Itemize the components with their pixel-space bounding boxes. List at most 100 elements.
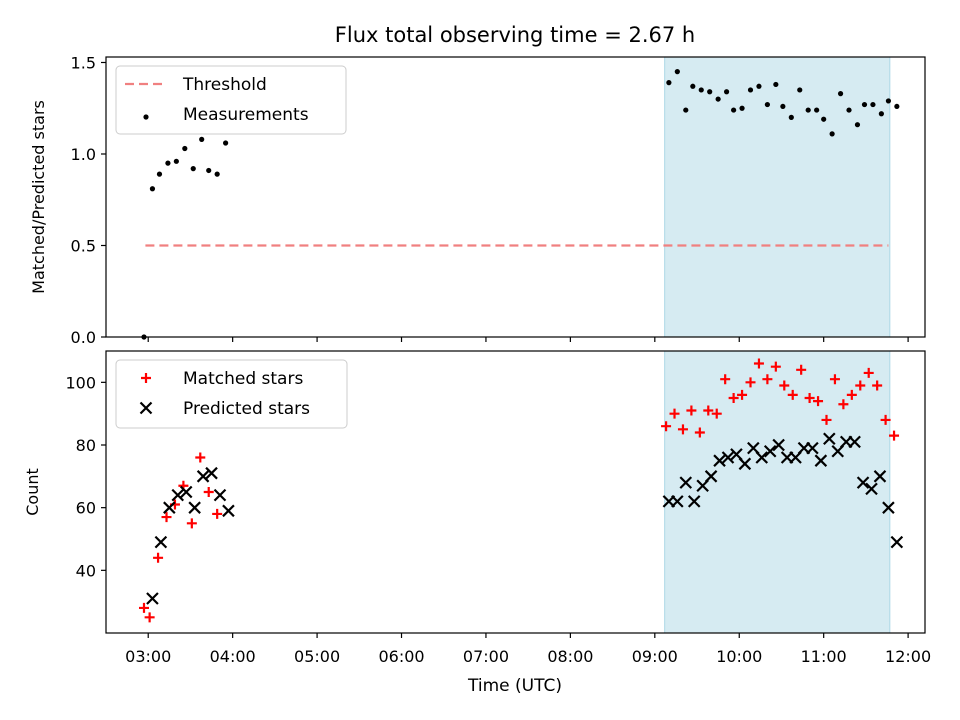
predicted-point bbox=[163, 501, 176, 514]
measurement-point bbox=[683, 107, 689, 113]
matched-point bbox=[195, 452, 206, 463]
measurement-point bbox=[780, 103, 786, 110]
measurement-point bbox=[764, 101, 770, 108]
y-tick-label: 0.5 bbox=[71, 236, 96, 255]
legend-label: Measurements bbox=[183, 105, 309, 125]
legend-box bbox=[115, 65, 347, 135]
measurement-point bbox=[214, 171, 220, 177]
measurement-point bbox=[829, 131, 835, 137]
matched-point bbox=[829, 374, 840, 385]
highlight-span bbox=[664, 56, 891, 338]
predicted-point bbox=[856, 476, 870, 489]
measurement-point bbox=[149, 186, 156, 192]
measurement-point bbox=[723, 89, 730, 95]
measurement-point bbox=[190, 166, 196, 172]
predicted-point bbox=[848, 435, 861, 449]
legend-predicted-swatch bbox=[139, 401, 153, 415]
y-tick-label: 0.0 bbox=[71, 328, 96, 347]
predicted-point bbox=[154, 535, 168, 549]
matched-point bbox=[872, 380, 883, 391]
matched-point bbox=[804, 393, 815, 403]
predicted-point bbox=[823, 432, 836, 446]
measurement-point bbox=[223, 140, 229, 146]
measurement-point bbox=[837, 91, 844, 97]
measurement-point bbox=[698, 87, 704, 93]
x-tick-label: 07:00 bbox=[463, 647, 509, 666]
predicted-point bbox=[188, 501, 201, 514]
measurement-point bbox=[156, 171, 163, 177]
matched-point bbox=[212, 508, 223, 519]
legend-label: Threshold bbox=[182, 75, 267, 95]
measurement-point bbox=[715, 96, 721, 102]
matched-point bbox=[770, 361, 781, 372]
y-tick-label: 100 bbox=[65, 373, 96, 392]
measurement-point bbox=[199, 136, 205, 142]
matched-point bbox=[737, 389, 748, 400]
matched-point bbox=[863, 367, 874, 378]
measurement-point bbox=[747, 87, 754, 93]
predicted-point bbox=[713, 454, 726, 467]
predicted-point bbox=[873, 470, 887, 483]
predicted-point bbox=[890, 535, 904, 549]
predicted-point bbox=[222, 504, 235, 518]
matched-point bbox=[762, 374, 773, 385]
matched-point bbox=[161, 512, 172, 523]
measurement-point bbox=[805, 107, 811, 113]
bottom-panel: 40 60 80 100 Count 03:00 04:00 05:00 06:00 07:00 0… bbox=[23, 350, 931, 666]
predicted-point bbox=[171, 488, 185, 502]
measurement-point bbox=[788, 114, 794, 120]
predicted-point bbox=[865, 482, 878, 496]
y-axis-label: Matched/Predicted stars bbox=[29, 100, 48, 294]
matched-point bbox=[186, 518, 197, 529]
plot-frame bbox=[105, 350, 926, 634]
predicted-point bbox=[772, 438, 785, 452]
measurement-point bbox=[731, 107, 737, 113]
measurement-point bbox=[173, 158, 179, 164]
matched-point bbox=[753, 358, 764, 369]
y-tick-label: 60 bbox=[76, 499, 96, 518]
measurement-point bbox=[885, 98, 892, 104]
measurement-point bbox=[773, 81, 779, 88]
measurement-point bbox=[182, 145, 188, 152]
predicted-point bbox=[721, 451, 735, 464]
matched-point bbox=[889, 430, 900, 441]
x-tick-label: 05:00 bbox=[294, 647, 340, 666]
legend-measurement-swatch bbox=[143, 114, 149, 120]
x-tick-label: 04:00 bbox=[210, 647, 256, 666]
predicted-point bbox=[814, 454, 828, 467]
matched-point bbox=[821, 414, 832, 425]
measurement-point bbox=[674, 69, 680, 75]
predicted-point bbox=[763, 444, 777, 458]
matched-point bbox=[796, 364, 807, 375]
y-tick-label: 40 bbox=[76, 561, 96, 580]
predicted-point bbox=[738, 457, 752, 471]
matched-point bbox=[669, 408, 680, 419]
measurement-point bbox=[756, 83, 762, 89]
series-0 bbox=[138, 358, 900, 623]
x-tick-label: 09:00 bbox=[632, 647, 678, 666]
matched-point bbox=[153, 552, 164, 563]
measurement-point bbox=[870, 101, 876, 108]
y-tick-label: 80 bbox=[76, 436, 96, 455]
x-tick-label: 12:00 bbox=[885, 647, 931, 666]
matched-point bbox=[711, 408, 722, 419]
predicted-point bbox=[882, 501, 895, 514]
measurement-point bbox=[165, 160, 171, 166]
matched-point bbox=[728, 393, 739, 403]
measurement-point bbox=[707, 89, 713, 95]
chart-title: Flux total observing time = 2.67 h bbox=[335, 23, 695, 47]
measurement-point bbox=[854, 122, 861, 128]
highlight-span bbox=[664, 350, 891, 634]
measurement-point bbox=[846, 107, 852, 113]
matched-point bbox=[720, 374, 731, 385]
matched-point bbox=[144, 612, 155, 623]
plot-frame bbox=[105, 56, 926, 338]
legend: Threshold Measurements bbox=[115, 65, 347, 135]
matched-point bbox=[694, 427, 705, 438]
legend-label: Predicted stars bbox=[183, 399, 310, 419]
x-tick-label: 11:00 bbox=[801, 647, 847, 666]
predicted-point bbox=[679, 476, 693, 489]
predicted-point bbox=[687, 495, 701, 508]
series-0 bbox=[141, 69, 900, 340]
x-axis-label: Time (UTC) bbox=[467, 676, 562, 696]
